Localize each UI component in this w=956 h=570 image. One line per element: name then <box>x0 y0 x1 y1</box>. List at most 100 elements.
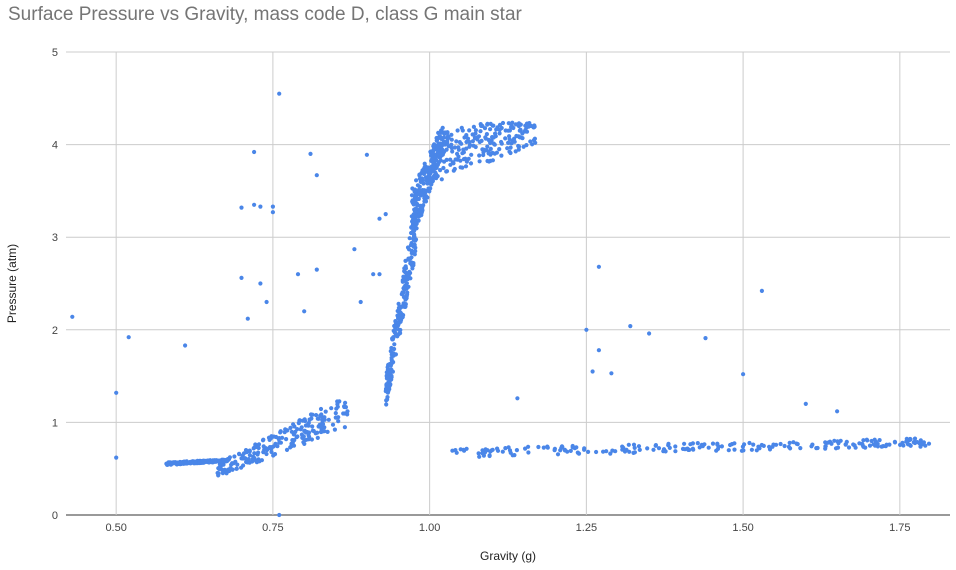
data-point <box>518 122 523 127</box>
data-point <box>791 440 796 445</box>
data-point <box>485 448 490 453</box>
data-point <box>306 430 312 435</box>
data-point <box>408 270 413 276</box>
data-point <box>405 290 410 295</box>
data-point <box>270 445 275 450</box>
data-point <box>383 212 388 217</box>
data-point <box>865 438 870 443</box>
data-point <box>688 442 693 447</box>
data-point <box>440 125 445 130</box>
data-point <box>740 444 746 449</box>
data-point <box>861 438 866 443</box>
data-point <box>499 141 504 146</box>
data-point <box>412 234 417 239</box>
data-point <box>751 442 756 447</box>
data-point <box>918 438 923 443</box>
data-point <box>513 122 519 127</box>
data-point <box>216 471 221 476</box>
data-point <box>315 430 320 435</box>
data-point <box>341 411 346 416</box>
data-point <box>247 453 252 458</box>
data-point <box>392 346 397 352</box>
data-point <box>330 422 336 427</box>
data-point <box>503 136 508 141</box>
data-point <box>384 376 389 381</box>
data-point <box>861 444 866 449</box>
data-point <box>562 447 568 452</box>
data-point <box>857 441 862 446</box>
data-point <box>291 422 296 427</box>
data-point <box>653 443 659 448</box>
data-point <box>300 435 305 440</box>
data-point <box>342 425 347 430</box>
data-point <box>426 165 431 170</box>
data-point <box>309 437 314 442</box>
data-point <box>417 172 422 178</box>
data-point <box>636 444 642 449</box>
data-point <box>412 200 418 205</box>
data-point <box>732 441 737 446</box>
data-point <box>298 427 303 432</box>
data-point <box>438 168 443 173</box>
data-point <box>541 445 546 450</box>
data-point <box>907 442 913 448</box>
data-point <box>719 444 725 449</box>
x-axis-label: Gravity (g) <box>480 549 536 563</box>
data-point <box>892 439 898 444</box>
data-point <box>431 165 436 170</box>
data-point <box>691 447 696 452</box>
data-point <box>695 441 700 446</box>
data-point <box>503 128 508 133</box>
data-point <box>568 448 573 453</box>
data-point <box>795 442 800 447</box>
data-point <box>475 137 480 142</box>
data-point <box>392 342 397 347</box>
data-point <box>715 442 720 447</box>
data-point <box>393 352 398 357</box>
data-point <box>836 441 841 446</box>
data-point <box>216 458 222 463</box>
data-point <box>604 449 609 454</box>
data-point <box>262 447 267 452</box>
data-point <box>252 202 257 207</box>
data-point <box>455 157 460 162</box>
data-point <box>389 357 394 362</box>
data-point <box>264 299 269 305</box>
data-point <box>706 445 711 450</box>
data-point <box>409 260 414 265</box>
data-point <box>467 128 472 133</box>
data-point <box>409 255 414 260</box>
data-point <box>171 461 176 466</box>
data-point <box>481 152 486 158</box>
data-point <box>490 158 495 163</box>
data-point <box>586 449 591 454</box>
data-point <box>480 123 485 129</box>
data-point <box>582 446 587 451</box>
data-point <box>336 415 341 420</box>
data-point <box>487 159 492 164</box>
data-point <box>526 450 531 455</box>
data-point <box>853 445 858 450</box>
data-point <box>222 458 227 464</box>
data-point <box>464 133 469 138</box>
data-point <box>389 375 394 380</box>
data-point <box>487 453 492 458</box>
data-point <box>485 122 490 127</box>
data-point <box>532 124 537 129</box>
data-point <box>413 249 418 254</box>
data-point <box>741 372 746 377</box>
data-point <box>529 123 534 129</box>
data-point <box>673 444 678 449</box>
data-point <box>495 448 501 453</box>
data-point <box>843 442 848 447</box>
data-point <box>747 440 752 446</box>
data-point <box>503 446 508 451</box>
data-point <box>114 390 119 395</box>
data-point <box>490 150 495 155</box>
data-point <box>526 444 531 449</box>
data-point <box>409 214 414 219</box>
data-point <box>621 445 626 450</box>
data-point <box>212 458 217 463</box>
data-point <box>325 429 330 434</box>
